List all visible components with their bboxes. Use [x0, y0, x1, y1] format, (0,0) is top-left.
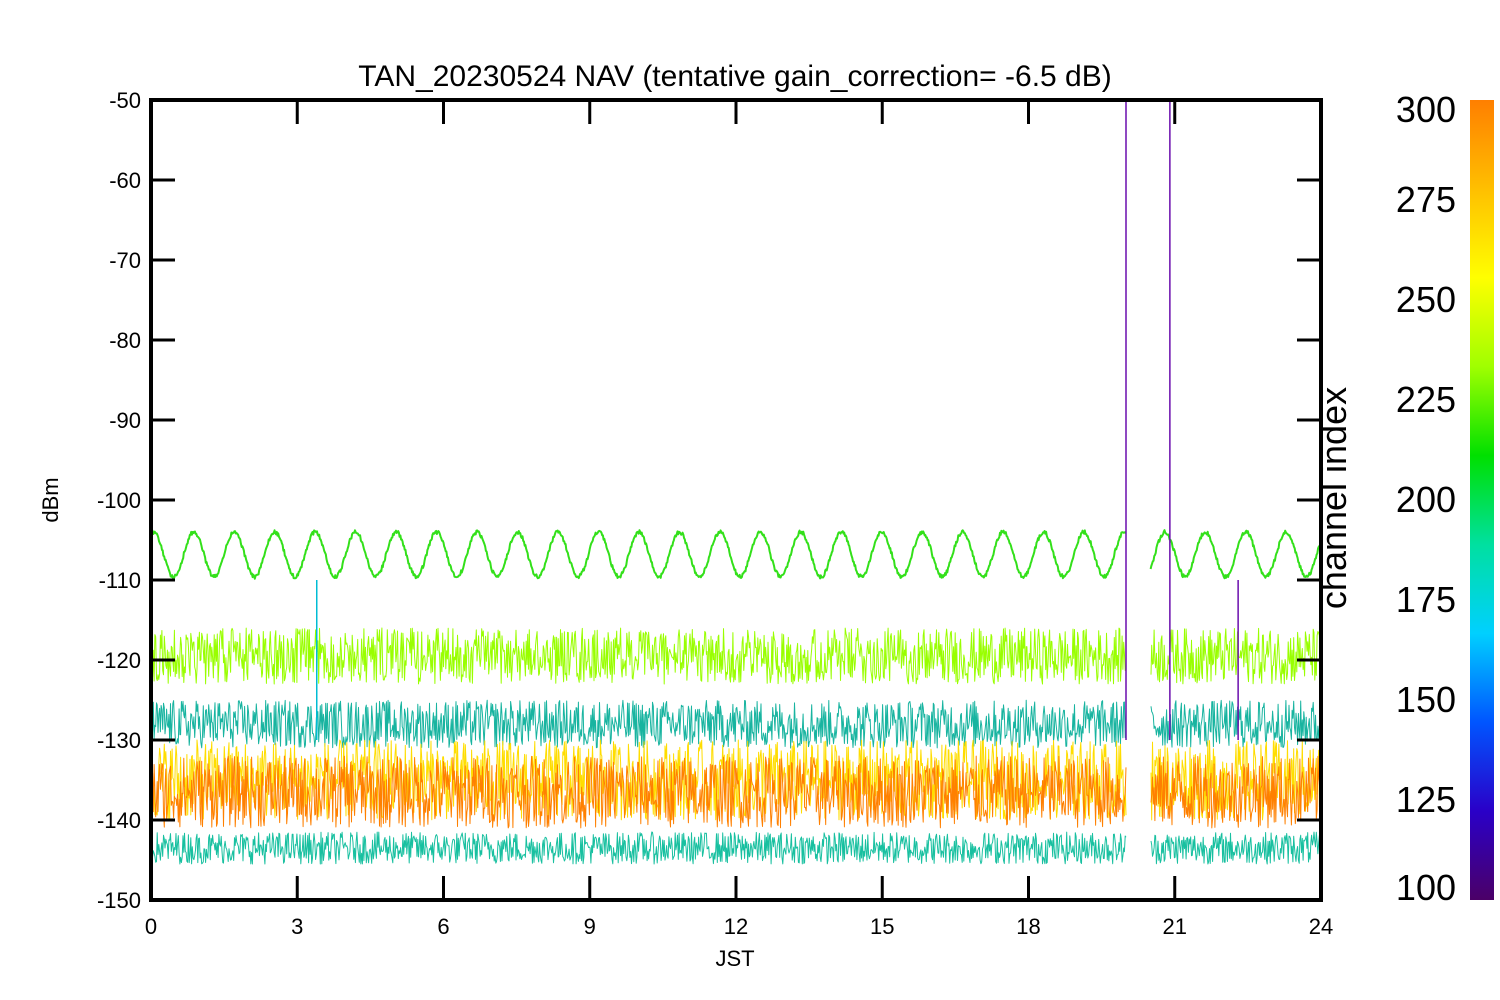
- y-tick-label: -60: [109, 168, 141, 193]
- x-tick-label: 21: [1163, 914, 1187, 939]
- y-tick-label: -120: [97, 648, 141, 673]
- x-tick-label: 24: [1309, 914, 1333, 939]
- series-line-5: [151, 831, 1321, 865]
- x-tick-label: 6: [437, 914, 449, 939]
- chart-title: TAN_20230524 NAV (tentative gain_correct…: [358, 60, 1112, 93]
- y-tick-label: -140: [97, 808, 141, 833]
- colorbar-tick-label: 100: [1396, 867, 1456, 908]
- x-tick-label: 0: [145, 914, 157, 939]
- x-axis-ticks: 0 3 6 9 12 15 18 21 24: [145, 100, 1333, 939]
- y-tick-label: -80: [109, 328, 141, 353]
- colorbar-tick-label: 200: [1396, 479, 1456, 520]
- series-line-2: [151, 699, 1321, 749]
- series-line-1: [151, 627, 1321, 685]
- x-tick-label: 9: [584, 914, 596, 939]
- colorbar-tick-label: 175: [1396, 579, 1456, 620]
- y-tick-label: -110: [99, 568, 141, 593]
- series-line-4: [151, 755, 1321, 829]
- y-tick-label: -50: [109, 88, 141, 113]
- colorbar-tick-label: 275: [1396, 179, 1456, 220]
- y-tick-label: -70: [109, 248, 141, 273]
- y-tick-label: -150: [97, 888, 141, 913]
- x-tick-label: 15: [870, 914, 894, 939]
- colorbar: [1470, 100, 1494, 900]
- colorbar-ticks: 300 275 250 225 200 175 150 125 100: [1396, 89, 1456, 908]
- y-tick-label: -130: [97, 728, 141, 753]
- x-tick-label: 12: [724, 914, 748, 939]
- y-tick-label: -100: [97, 488, 141, 513]
- x-tick-label: 3: [291, 914, 303, 939]
- series-line-0: [151, 529, 1321, 580]
- y-axis-ticks: -50 -60 -70 -80 -90 -100 -110 -120 -130 -140 -150: [97, 88, 1321, 913]
- x-tick-label: 18: [1016, 914, 1040, 939]
- colorbar-label: channel index: [1313, 387, 1354, 609]
- x-axis-label: JST: [715, 946, 754, 971]
- data-series-layer: [151, 100, 1321, 865]
- colorbar-tick-label: 300: [1396, 89, 1456, 130]
- colorbar-tick-label: 225: [1396, 379, 1456, 420]
- y-axis-label: dBm: [38, 477, 63, 522]
- colorbar-tick-label: 150: [1396, 679, 1456, 720]
- colorbar-tick-label: 125: [1396, 779, 1456, 820]
- y-tick-label: -90: [109, 408, 141, 433]
- colorbar-tick-label: 250: [1396, 279, 1456, 320]
